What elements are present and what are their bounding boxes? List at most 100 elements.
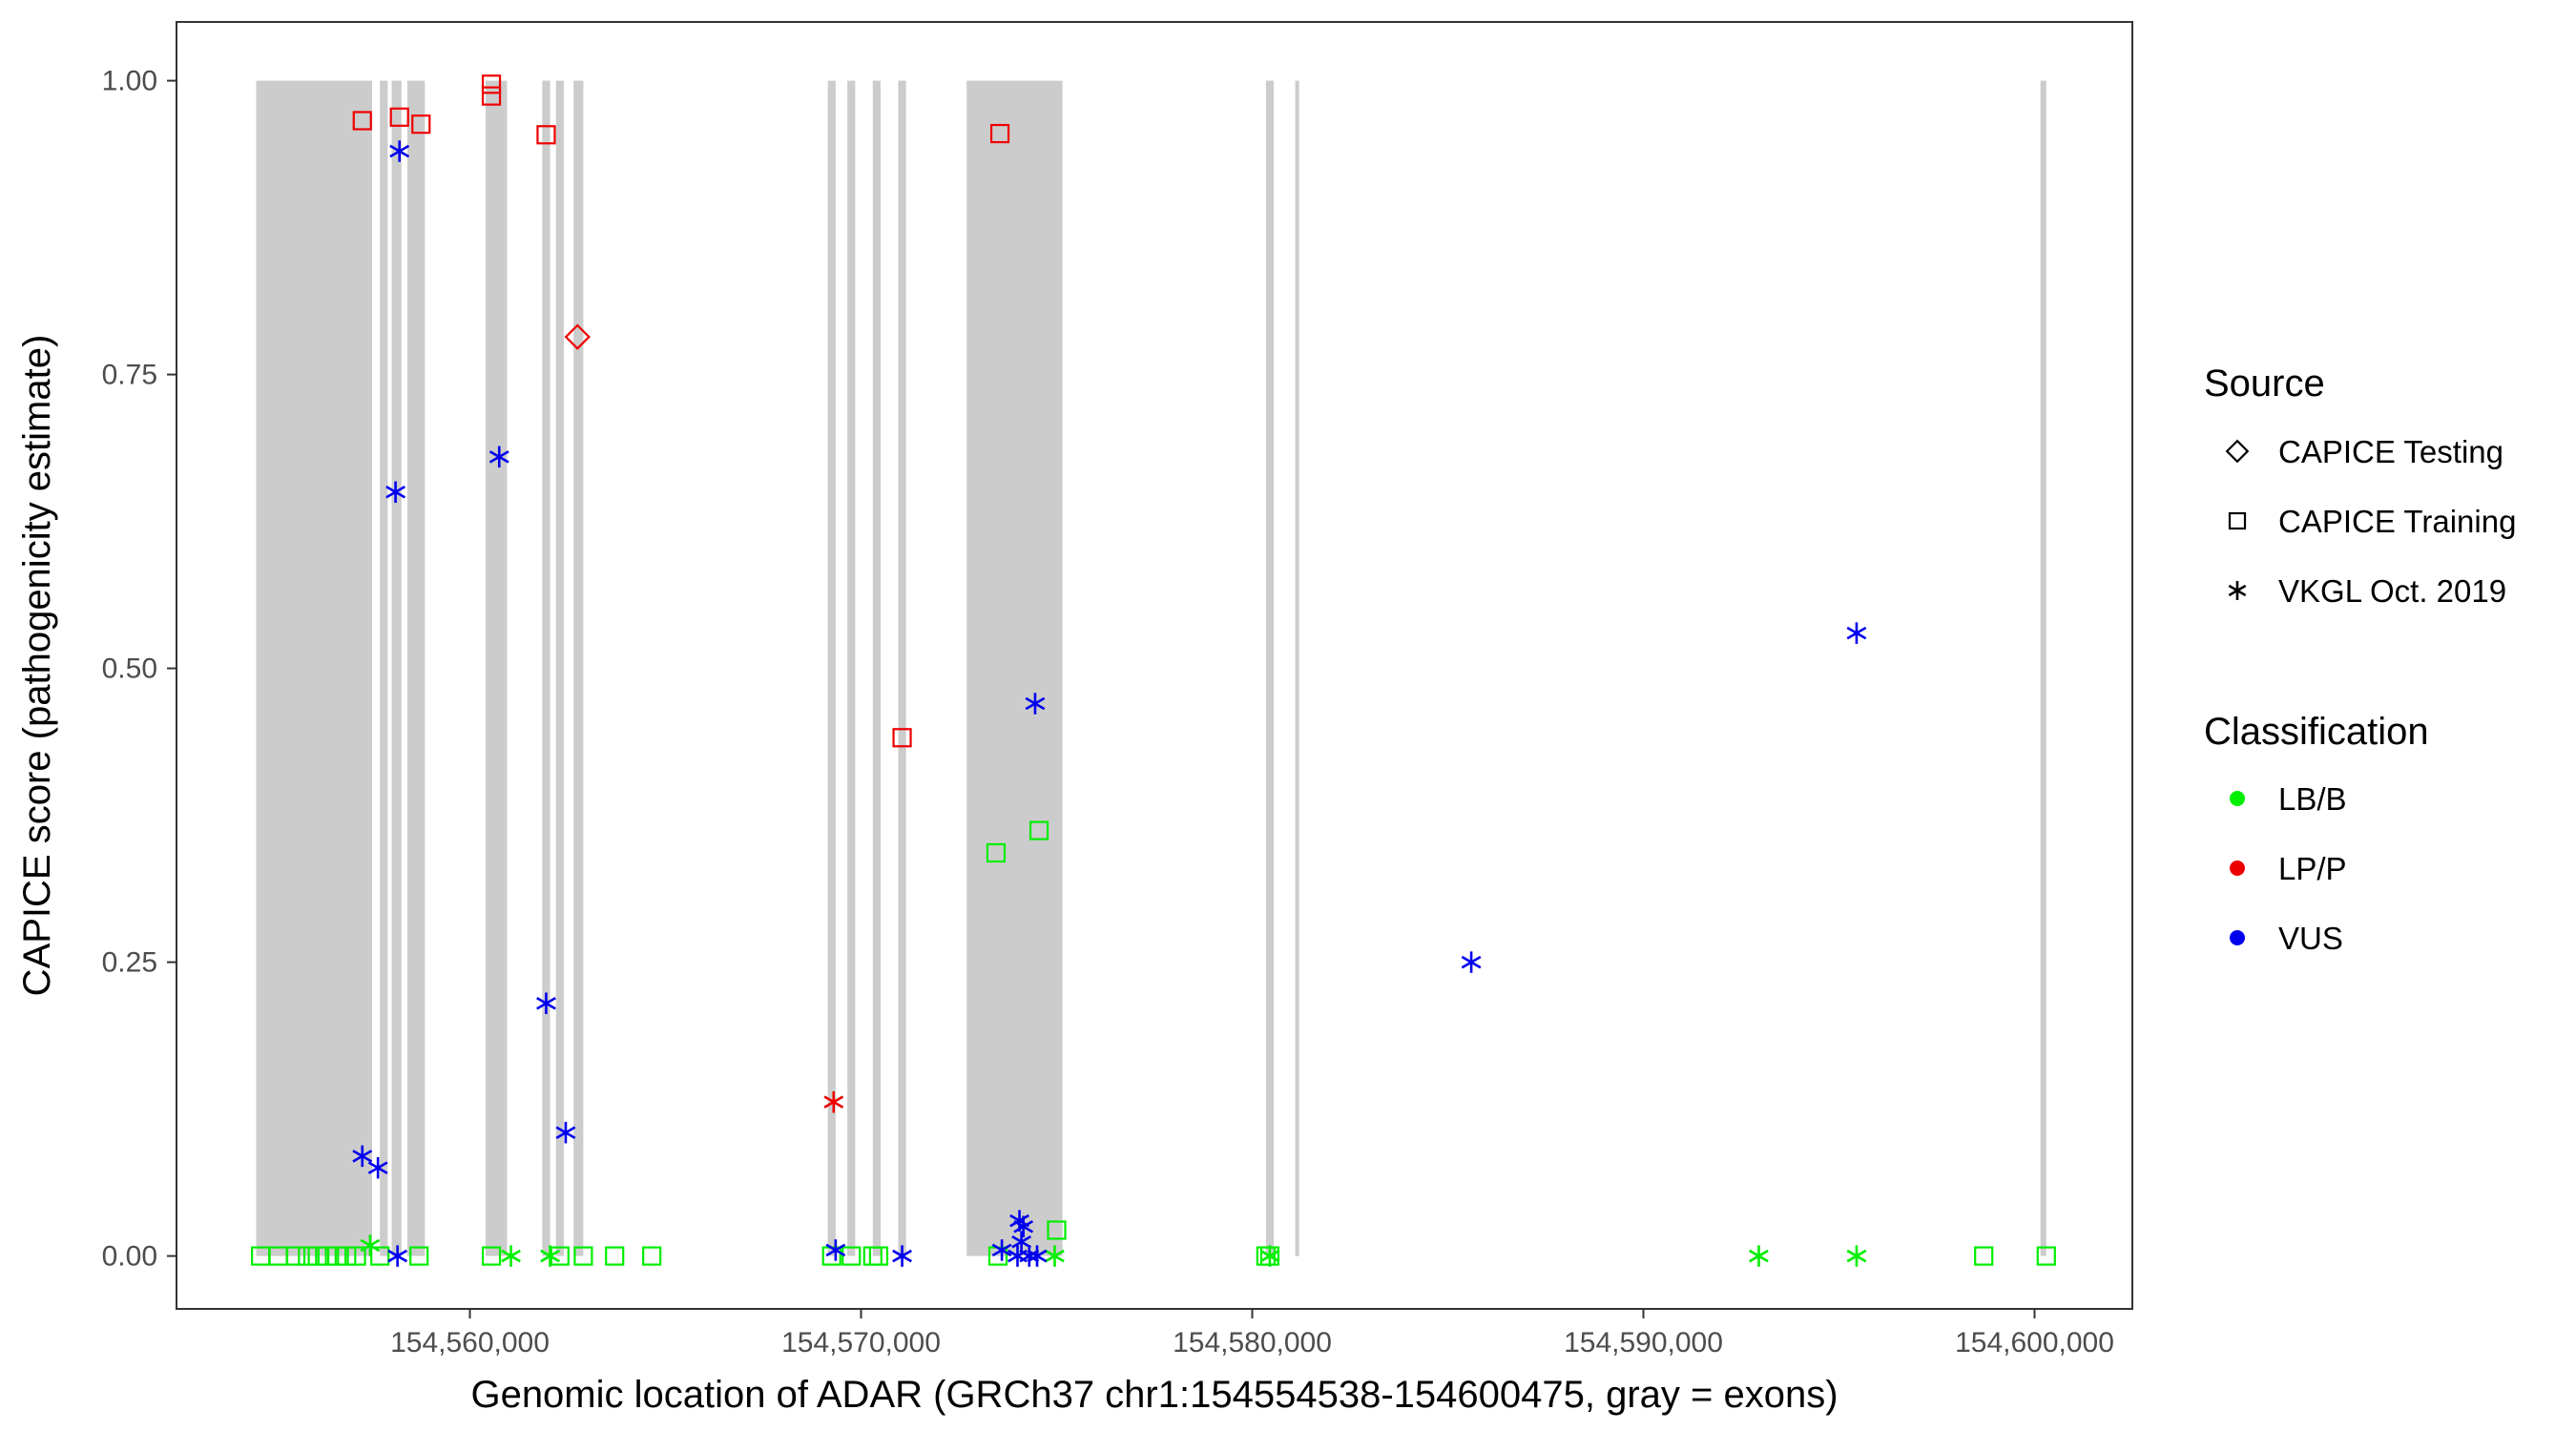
exon-band (827, 80, 836, 1256)
data-point (298, 1246, 318, 1266)
data-point (991, 1239, 1012, 1261)
data-point (488, 446, 509, 468)
data-point (385, 481, 405, 504)
legend: Source Classification CAPICE Testing CAPI… (2204, 363, 2516, 956)
data-point (1025, 693, 1046, 715)
data-point (1019, 1245, 1040, 1267)
data-point (285, 1246, 306, 1266)
exon-band (872, 80, 881, 1256)
data-point (352, 1145, 373, 1168)
y-tick-label: 0.50 (102, 653, 157, 685)
data-point (989, 123, 1010, 144)
data-point (825, 1239, 846, 1261)
data-point (481, 74, 502, 94)
exon-band (1265, 80, 1275, 1256)
data-point (307, 1246, 327, 1266)
data-point (555, 1121, 576, 1144)
data-point (1045, 1245, 1065, 1267)
x-tick-label: 154,570,000 (781, 1327, 941, 1358)
data-point (868, 1246, 889, 1266)
data-point (823, 1090, 844, 1113)
x-axis-title: Genomic location of ADAR (GRCh37 chr1:15… (470, 1374, 1838, 1416)
data-point (411, 114, 431, 135)
data-point (481, 1246, 502, 1266)
data-point (540, 1245, 560, 1267)
data-point (389, 140, 410, 162)
y-tick-label: 0.75 (102, 360, 157, 391)
exon-band (406, 80, 426, 1256)
data-point (536, 992, 556, 1014)
legend-key (2230, 791, 2245, 806)
legend-key (2230, 861, 2245, 876)
exon-band (391, 80, 402, 1256)
y-tick-label: 0.25 (102, 947, 157, 979)
exon-band (573, 80, 584, 1256)
exon-band (847, 80, 856, 1256)
exon-band (2040, 80, 2046, 1256)
x-tick-label: 154,580,000 (1173, 1327, 1332, 1358)
legend-label: LB/B (2278, 781, 2347, 817)
exon-band (256, 80, 372, 1256)
x-tick-label: 154,560,000 (390, 1327, 550, 1358)
plot-panel-border (176, 21, 2133, 1310)
data-point (892, 1245, 912, 1267)
legend-key (2230, 930, 2245, 945)
data-point (573, 1246, 593, 1266)
data-point (536, 125, 556, 145)
data-point (1027, 1245, 1048, 1267)
legend-label: CAPICE Training (2278, 504, 2516, 539)
x-tick-label: 154,590,000 (1564, 1327, 1723, 1358)
data-point (1047, 1220, 1067, 1240)
data-point (1011, 1231, 1031, 1254)
data-point (327, 1246, 347, 1266)
data-point (337, 1246, 357, 1266)
legend-label: LP/P (2278, 851, 2347, 886)
data-point (1846, 1245, 1867, 1267)
legend-key (2225, 439, 2250, 464)
exon-band (555, 80, 564, 1256)
data-point (1461, 951, 1482, 973)
legend-classification-title: Classification (2204, 711, 2429, 753)
data-point (352, 111, 372, 131)
legend-source-title: Source (2204, 363, 2325, 404)
data-point (501, 1245, 521, 1267)
y-tick-label: 0.00 (102, 1241, 157, 1273)
exon-band (966, 80, 1063, 1256)
data-point (1846, 622, 1867, 644)
legend-key (2228, 511, 2247, 530)
data-points (251, 74, 2056, 1267)
data-point (367, 1156, 388, 1179)
data-point (360, 1234, 381, 1256)
x-tick-label: 154,600,000 (1955, 1327, 2114, 1358)
data-point (642, 1246, 662, 1266)
data-point (409, 1246, 429, 1266)
data-point (841, 1246, 862, 1266)
data-point (317, 1246, 337, 1266)
legend-label: CAPICE Testing (2278, 434, 2503, 469)
exon-band (898, 80, 906, 1256)
data-point (1013, 1215, 1034, 1238)
data-point (1974, 1246, 1994, 1266)
legend-key (2228, 581, 2247, 600)
exon-bands (256, 80, 2046, 1256)
data-point (1028, 820, 1049, 840)
legend-label: VUS (2278, 921, 2343, 956)
y-axis-title: CAPICE score (pathogenicity estimate) (16, 335, 58, 997)
data-point (564, 323, 591, 350)
axes: 154,560,000 154,570,000 154,580,000 154,590… (102, 66, 2114, 1358)
data-point (1749, 1245, 1769, 1267)
data-point (892, 728, 912, 748)
exon-band (1295, 80, 1299, 1256)
data-point (2036, 1246, 2056, 1266)
data-point (605, 1246, 625, 1266)
data-point (387, 1245, 408, 1267)
y-tick-label: 1.00 (102, 66, 157, 97)
data-point (346, 1246, 366, 1266)
data-point (1259, 1245, 1280, 1267)
exon-band (485, 80, 508, 1256)
legend-label: VKGL Oct. 2019 (2278, 573, 2506, 609)
data-point (481, 86, 502, 106)
data-point (389, 107, 409, 127)
